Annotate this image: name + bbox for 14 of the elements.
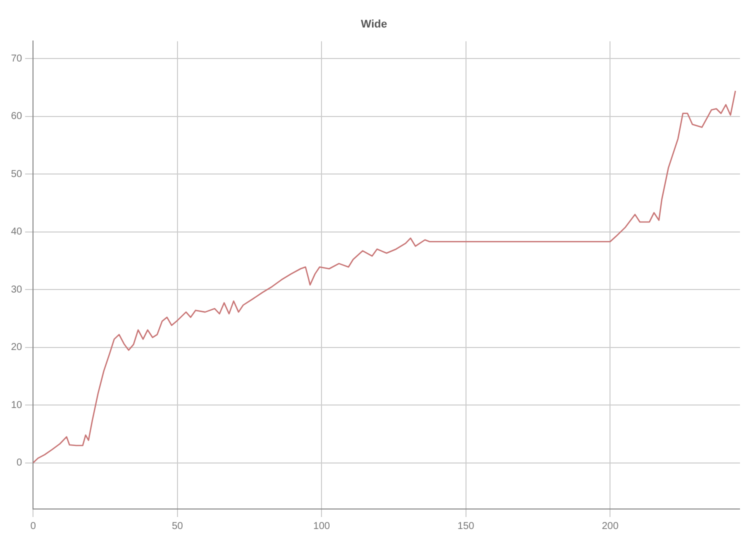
x-tick-label: 200 [602, 520, 619, 532]
y-tick-label: 10 [11, 400, 23, 411]
x-tick-label: 50 [172, 520, 184, 532]
y-tick-label: 30 [11, 284, 23, 296]
x-tick-label: 0 [30, 520, 36, 532]
y-tick-label: 60 [11, 111, 23, 122]
x-tick-label: 150 [458, 520, 475, 532]
y-tick-label: 70 [11, 53, 23, 64]
x-tick-label: 100 [313, 520, 330, 532]
chart-title: Wide [360, 18, 388, 31]
y-tick-label: 0 [16, 458, 23, 469]
y-tick-label: 40 [11, 226, 23, 238]
y-tick-label: 50 [11, 168, 23, 180]
y-tick-label: 20 [11, 342, 23, 354]
